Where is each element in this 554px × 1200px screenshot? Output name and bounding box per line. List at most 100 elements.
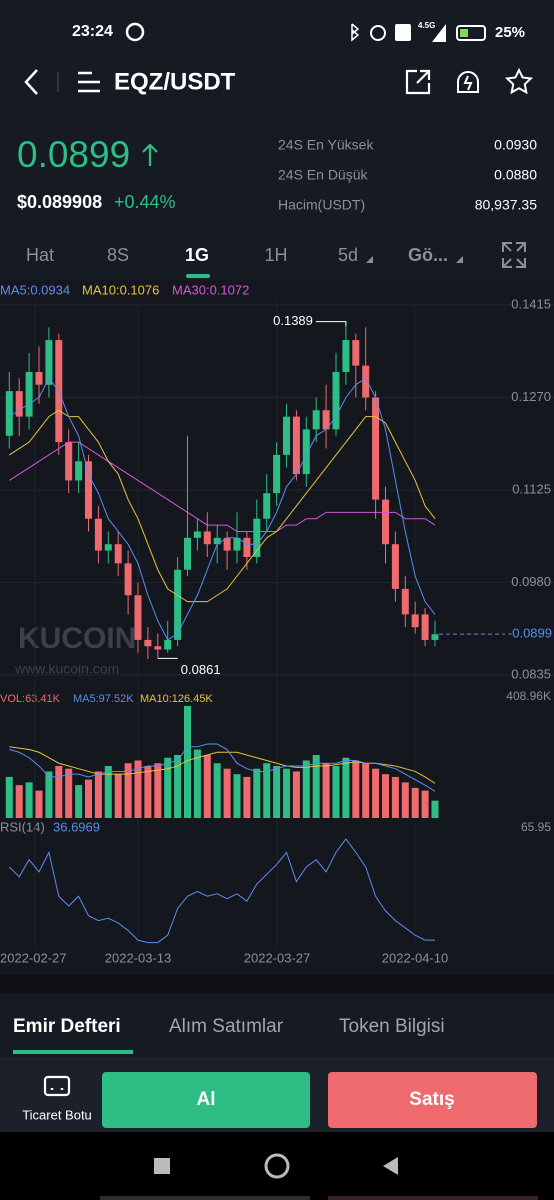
battery-level — [460, 29, 468, 37]
candle-body — [114, 544, 122, 564]
watermark-url: www.kucoin.com — [14, 661, 119, 677]
divider — [0, 975, 554, 993]
candle-body — [292, 416, 300, 475]
candle-body — [273, 454, 281, 494]
g-icon — [125, 22, 145, 42]
volume-bar — [382, 774, 389, 818]
volume-bar — [5, 776, 13, 818]
volume-bar — [164, 757, 172, 818]
recents-button[interactable] — [154, 1158, 170, 1174]
volume-bar — [85, 779, 92, 818]
buy-button[interactable] — [102, 1072, 310, 1128]
high-label: 0.1389 — [273, 313, 313, 328]
candle-body — [213, 537, 221, 545]
y-tick-label: 0.1125 — [512, 481, 551, 496]
stat-value: 0.0880 — [494, 167, 537, 183]
favorite-button[interactable] — [504, 67, 534, 95]
volume-bar — [243, 776, 251, 818]
alert-button[interactable] — [457, 71, 479, 93]
candle-body — [322, 410, 330, 430]
volume-bar — [342, 757, 350, 818]
sell-button[interactable] — [328, 1072, 537, 1128]
candle-body — [144, 639, 152, 647]
bot-icon[interactable] — [43, 1075, 71, 1097]
menu-button[interactable] — [78, 71, 100, 93]
x-tick-label: 2022-03-13 — [105, 950, 172, 965]
candle-body — [362, 365, 370, 398]
network: 4.5G — [418, 21, 435, 30]
current-price-label: -0.0899 — [508, 626, 552, 641]
volume-bar — [411, 787, 419, 818]
candle-body — [25, 371, 33, 417]
candle-body — [421, 614, 429, 640]
volume-legend: VOL:63.41K — [0, 693, 61, 705]
sell-label[interactable]: Satış — [409, 1089, 454, 1110]
volume-bar — [401, 782, 409, 818]
volume-bar — [25, 782, 33, 818]
volume-bar — [114, 774, 122, 818]
bottom-tab[interactable]: Token Bilgisi — [339, 1016, 445, 1037]
bottom-tab-active[interactable]: Emir Defteri — [13, 1016, 121, 1037]
volume-legend: MA10:126.45K — [140, 693, 213, 705]
share-button[interactable] — [405, 69, 431, 95]
volume-ma5-line — [9, 743, 436, 792]
last-price: 0.0899 — [17, 134, 130, 175]
volume-bar — [362, 763, 370, 818]
stat-value: 80,937.35 — [475, 197, 537, 213]
candle-body — [312, 410, 320, 430]
bot-eyes — [50, 1088, 64, 1090]
rsi-label: RSI(14) — [0, 819, 45, 834]
interval-tab[interactable]: Gö... — [408, 245, 448, 265]
candle-body — [5, 391, 13, 436]
bottom-tab[interactable]: Alım Satımlar — [169, 1016, 284, 1037]
y-tick-label: 0.1270 — [511, 389, 551, 404]
volume-bar — [65, 768, 73, 818]
signal-icon — [432, 24, 446, 42]
pair: EQZ/USDT — [114, 68, 236, 95]
candle-body — [332, 371, 340, 430]
volume-bar — [154, 763, 162, 818]
candle-body — [372, 397, 380, 500]
change: +0.44% — [114, 192, 176, 212]
candle-body — [253, 518, 261, 557]
interval-tab[interactable]: 1H — [264, 245, 287, 265]
ma-legend: MA5:0.0934 — [0, 282, 70, 297]
bot-label[interactable]: Ticaret Botu — [22, 1107, 92, 1122]
candle-body — [94, 518, 102, 551]
volume-bar — [35, 790, 43, 818]
buy-label[interactable]: Al — [197, 1089, 216, 1110]
volume-bar — [45, 771, 53, 818]
ma-legend: MA10:0.1076 — [82, 282, 159, 297]
volume-bar — [391, 776, 399, 818]
fullscreen-button[interactable] — [502, 242, 526, 268]
home-button[interactable] — [264, 1153, 290, 1179]
candle-body — [342, 340, 350, 372]
rsi-axis-label: 65.95 — [521, 820, 551, 834]
candle-body — [263, 493, 271, 519]
volume-bar — [134, 760, 142, 818]
interval-tab[interactable]: Hat — [26, 245, 54, 265]
candle-body — [104, 544, 112, 551]
volume-axis-label: 408.96K — [506, 689, 551, 703]
fiat-price: $0.089908 — [17, 192, 102, 212]
tab-indicator — [186, 274, 210, 278]
candle-body — [203, 531, 211, 545]
back-button[interactable] — [24, 69, 38, 95]
volume-bar — [312, 755, 320, 818]
volte-icon — [395, 24, 411, 41]
interval-tab[interactable]: 5d — [338, 245, 358, 265]
candle-body — [223, 537, 231, 551]
interval-tab-active[interactable]: 1G — [185, 245, 209, 265]
candle-body — [401, 588, 409, 615]
tab-indicator — [13, 1050, 133, 1054]
interval-tab[interactable]: 8S — [107, 245, 129, 265]
volume-bar — [421, 790, 429, 818]
back-nav-button[interactable] — [383, 1157, 398, 1175]
nav-edge — [100, 1196, 310, 1200]
candle-body — [75, 461, 83, 481]
volume-bar — [283, 768, 290, 818]
volume-legend: MA5:97.52K — [73, 693, 134, 705]
candle-body — [65, 442, 73, 481]
